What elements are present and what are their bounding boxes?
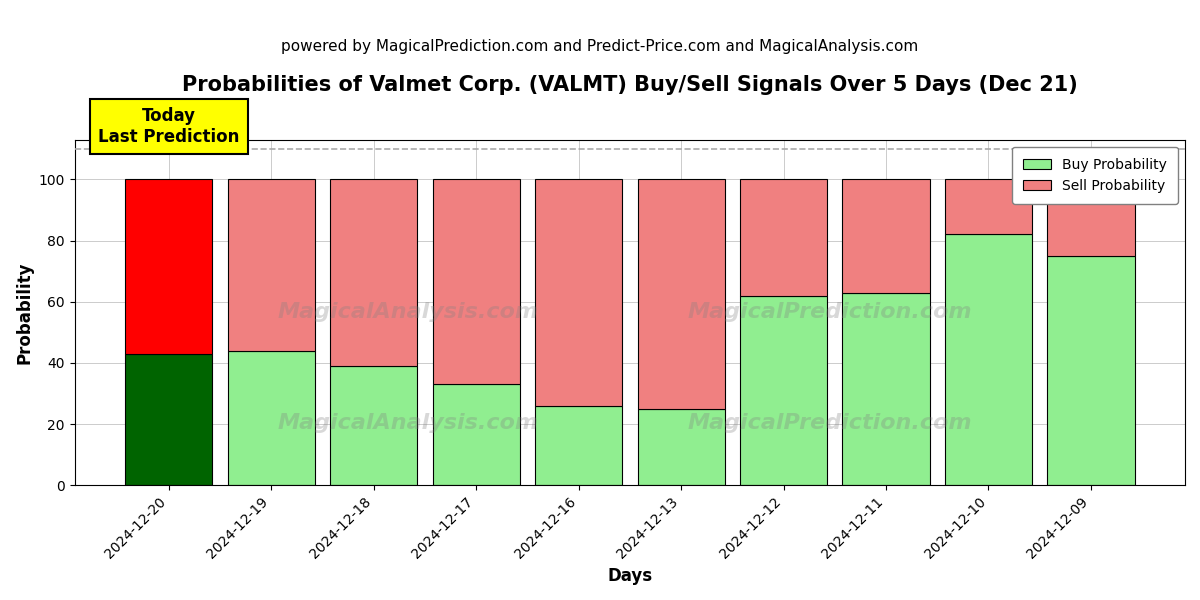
Bar: [944, 179, 1032, 235]
Bar: [228, 350, 314, 485]
Bar: [228, 179, 314, 350]
Bar: [637, 179, 725, 409]
Legend: Buy Probability, Sell Probability: Buy Probability, Sell Probability: [1012, 146, 1178, 204]
Bar: [637, 409, 725, 485]
Bar: [944, 235, 1032, 485]
Text: Today
Last Prediction: Today Last Prediction: [98, 107, 239, 146]
Bar: [125, 179, 212, 353]
Text: MagicalAnalysis.com: MagicalAnalysis.com: [277, 302, 539, 322]
Bar: [330, 179, 418, 366]
Bar: [535, 179, 622, 406]
Bar: [1048, 256, 1134, 485]
Bar: [842, 179, 930, 293]
Bar: [1048, 179, 1134, 256]
Text: powered by MagicalPrediction.com and Predict-Price.com and MagicalAnalysis.com: powered by MagicalPrediction.com and Pre…: [281, 39, 919, 54]
X-axis label: Days: Days: [607, 567, 653, 585]
Bar: [330, 366, 418, 485]
Bar: [125, 353, 212, 485]
Y-axis label: Probability: Probability: [16, 261, 34, 364]
Text: MagicalPrediction.com: MagicalPrediction.com: [688, 413, 972, 433]
Bar: [432, 179, 520, 384]
Text: MagicalPrediction.com: MagicalPrediction.com: [688, 302, 972, 322]
Bar: [740, 179, 827, 296]
Bar: [535, 406, 622, 485]
Bar: [842, 293, 930, 485]
Bar: [432, 384, 520, 485]
Bar: [740, 296, 827, 485]
Text: MagicalAnalysis.com: MagicalAnalysis.com: [277, 413, 539, 433]
Title: Probabilities of Valmet Corp. (VALMT) Buy/Sell Signals Over 5 Days (Dec 21): Probabilities of Valmet Corp. (VALMT) Bu…: [182, 75, 1078, 95]
